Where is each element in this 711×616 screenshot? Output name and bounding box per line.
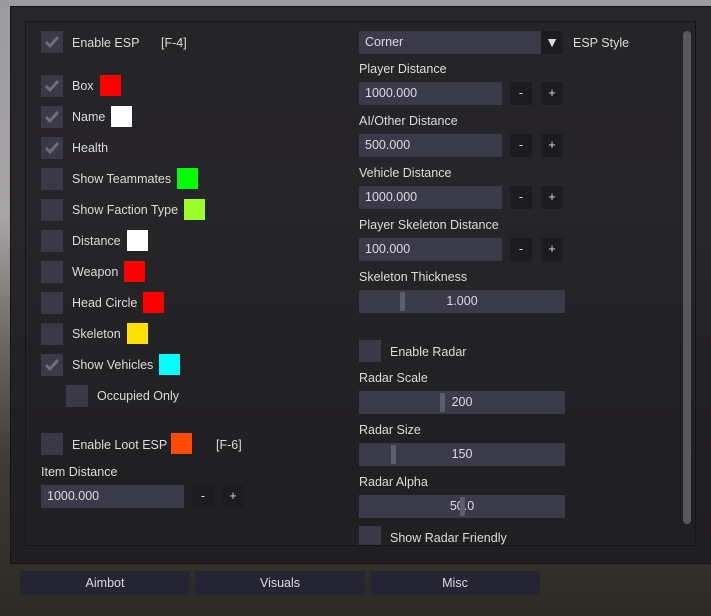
skeleton-color-swatch[interactable] — [126, 323, 148, 344]
box-checkbox[interactable] — [41, 75, 63, 97]
skeleton-thickness-value: 1.000 — [446, 294, 478, 308]
vehicle-distance-input[interactable]: 1000.000 — [359, 186, 502, 209]
esp-hotkey-label: [F-4] — [161, 36, 187, 50]
radar-alpha-slider[interactable]: 50.0 — [359, 495, 565, 518]
ai-other-distance-label: AI/Other Distance — [359, 114, 458, 128]
name-color-swatch[interactable] — [111, 106, 133, 127]
item-distance-label: Item Distance — [41, 465, 118, 479]
head-circle-label: Head Circle — [72, 296, 138, 310]
radar-alpha-label: Radar Alpha — [359, 475, 428, 489]
radar-size-slider[interactable]: 150 — [359, 443, 565, 466]
tab-aimbot[interactable]: Aimbot — [20, 571, 190, 595]
enable-esp-label: Enable ESP — [72, 36, 140, 50]
show-radar-friendly-label: Show Radar Friendly — [390, 531, 507, 545]
loot-hotkey-label: [F-6] — [216, 438, 242, 452]
weapon-label: Weapon — [72, 265, 119, 279]
radar-scale-grab-handle[interactable] — [439, 393, 445, 412]
player-skeleton-distance-plus-button[interactable]: + — [541, 238, 563, 261]
player-distance-minus-button[interactable]: - — [510, 82, 532, 105]
enable-loot-esp-checkbox[interactable] — [41, 433, 63, 455]
occupied-only-checkbox[interactable] — [66, 385, 88, 407]
radar-scale-value: 200 — [451, 395, 473, 409]
player-distance-label: Player Distance — [359, 62, 447, 76]
player-distance-input[interactable]: 1000.000 — [359, 82, 502, 105]
occupied-only-label: Occupied Only — [97, 389, 179, 403]
health-label: Health — [72, 141, 109, 155]
show-faction-type-color-swatch[interactable] — [184, 199, 206, 220]
distance-checkbox[interactable] — [41, 230, 63, 252]
radar-size-value: 150 — [451, 447, 473, 461]
loot-color-swatch[interactable] — [171, 433, 192, 454]
player-skeleton-distance-label: Player Skeleton Distance — [359, 218, 499, 232]
radar-size-grab-handle[interactable] — [390, 445, 396, 464]
tab-visuals[interactable]: Visuals — [195, 571, 365, 595]
enable-loot-esp-label: Enable Loot ESP — [72, 438, 168, 452]
vehicle-distance-plus-button[interactable]: + — [541, 186, 563, 209]
skeleton-thickness-label: Skeleton Thickness — [359, 270, 468, 284]
enable-radar-checkbox[interactable] — [359, 340, 381, 362]
weapon-checkbox[interactable] — [41, 261, 63, 283]
esp-style-label: ESP Style — [573, 36, 630, 50]
show-vehicles-checkbox[interactable] — [41, 354, 63, 376]
player-distance-plus-button[interactable]: + — [541, 82, 563, 105]
name-checkbox[interactable] — [41, 106, 63, 128]
health-checkbox[interactable] — [41, 137, 63, 159]
weapon-color-swatch[interactable] — [124, 261, 146, 282]
show-vehicles-color-swatch[interactable] — [159, 354, 181, 375]
item-distance-input[interactable]: 1000.000 — [41, 485, 184, 508]
radar-alpha-grab-handle[interactable] — [459, 497, 465, 516]
show-teammates-checkbox[interactable] — [41, 168, 63, 190]
distance-label: Distance — [72, 234, 121, 248]
head-circle-color-swatch[interactable] — [143, 292, 165, 313]
show-vehicles-label: Show Vehicles — [72, 358, 154, 372]
skeleton-label: Skeleton — [72, 327, 121, 341]
show-faction-type-label: Show Faction Type — [72, 203, 179, 217]
item-distance-plus-button[interactable]: + — [222, 485, 244, 508]
scrollbar[interactable] — [683, 31, 691, 524]
ai-other-distance-input[interactable]: 500.000 — [359, 134, 502, 157]
player-skeleton-distance-minus-button[interactable]: - — [510, 238, 532, 261]
name-label: Name — [72, 110, 106, 124]
skeleton-thickness-slider[interactable]: 1.000 — [359, 290, 565, 313]
enable-esp-checkbox[interactable] — [41, 31, 63, 53]
esp-style-combo[interactable]: Corner — [359, 31, 541, 54]
radar-scale-slider[interactable]: 200 — [359, 391, 565, 414]
show-faction-type-checkbox[interactable] — [41, 199, 63, 221]
enable-radar-label: Enable Radar — [390, 345, 467, 359]
show-teammates-color-swatch[interactable] — [177, 168, 199, 189]
radar-scale-label: Radar Scale — [359, 371, 428, 385]
item-distance-minus-button[interactable]: - — [192, 485, 214, 508]
tab-misc[interactable]: Misc — [370, 571, 540, 595]
ai-other-distance-plus-button[interactable]: + — [541, 134, 563, 157]
vehicle-distance-label: Vehicle Distance — [359, 166, 452, 180]
head-circle-checkbox[interactable] — [41, 292, 63, 314]
show-teammates-label: Show Teammates — [72, 172, 172, 186]
skeleton-thickness-grab-handle[interactable] — [400, 292, 406, 311]
chevron-down-icon[interactable]: ▼ — [541, 31, 563, 54]
visuals-panel: Enable ESP [F-4] Box Name Health Show Teammat… — [25, 21, 696, 546]
player-skeleton-distance-input[interactable]: 100.000 — [359, 238, 502, 261]
radar-size-label: Radar Size — [359, 423, 421, 437]
box-label: Box — [72, 79, 94, 93]
distance-color-swatch[interactable] — [126, 230, 148, 251]
skeleton-checkbox[interactable] — [41, 323, 63, 345]
vehicle-distance-minus-button[interactable]: - — [510, 186, 532, 209]
show-radar-friendly-checkbox[interactable] — [359, 526, 381, 545]
box-color-swatch[interactable] — [99, 75, 121, 96]
ai-other-distance-minus-button[interactable]: - — [510, 134, 532, 157]
